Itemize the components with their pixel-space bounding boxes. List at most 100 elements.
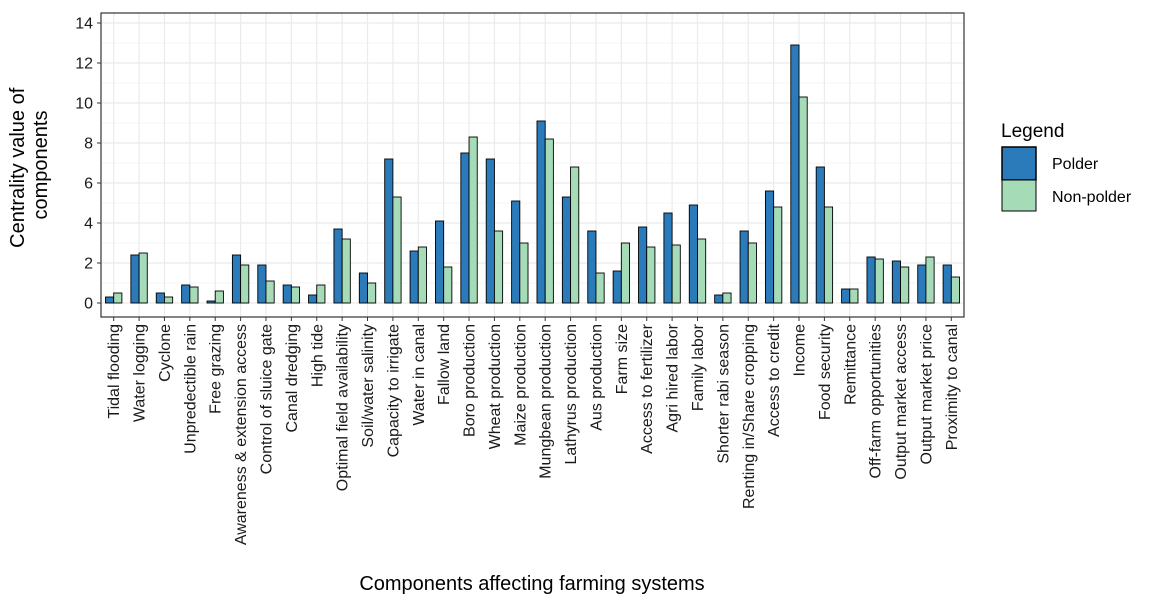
x-tick-label: Capacity to irrigate xyxy=(385,324,402,457)
bar-non-polder xyxy=(240,264,250,304)
bar-polder xyxy=(409,250,419,304)
x-tick-label: Canal dredging xyxy=(284,324,301,433)
y-axis: 0 2 4 6 8 10 12 14 xyxy=(75,16,101,313)
bar-non-polder xyxy=(570,166,580,304)
x-tick-label: Remittance xyxy=(842,324,859,405)
x-tick-label: Output market price xyxy=(918,324,935,465)
bar-polder xyxy=(231,254,242,304)
bar-polder xyxy=(612,270,622,304)
x-tick-label: Free grazing xyxy=(208,324,225,414)
bar-polder xyxy=(257,264,267,304)
y-axis-title: Centrality value of components xyxy=(7,82,52,248)
x-tick-label: Boro production xyxy=(462,324,479,437)
bar-polder xyxy=(105,296,115,304)
bar-non-polder xyxy=(290,286,301,304)
bar-non-polder xyxy=(468,136,478,304)
bar-non-polder xyxy=(823,206,834,304)
bar-non-polder xyxy=(367,282,377,304)
x-tick-label: Access to credit xyxy=(766,323,783,436)
bar-polder xyxy=(358,272,368,304)
y-tick-label: 0 xyxy=(84,296,93,313)
y-tick-label: 6 xyxy=(84,176,93,193)
bar-non-polder xyxy=(417,246,427,304)
bar-polder xyxy=(815,166,825,304)
bar-non-polder xyxy=(316,284,326,304)
x-tick-label: Access to fertilizer xyxy=(639,323,656,453)
x-tick-label: Aus production xyxy=(588,324,605,431)
x-tick-label: Maize production xyxy=(512,324,529,446)
x-tick-label: Optimal field availability xyxy=(335,324,352,491)
bar-polder xyxy=(688,204,698,304)
bar-polder xyxy=(282,284,292,304)
bar-polder xyxy=(714,294,724,304)
bar-polder xyxy=(333,228,343,304)
legend-label-non-polder: Non-polder xyxy=(1052,189,1132,206)
bar-polder xyxy=(663,212,673,304)
bar-non-polder xyxy=(773,206,783,304)
x-tick-label: Control of sluice gate xyxy=(258,324,275,474)
bar-polder xyxy=(739,230,749,304)
x-tick-label: Water in canal xyxy=(411,324,428,426)
x-tick-label: Lathyrus production xyxy=(563,324,580,465)
bar-non-polder xyxy=(443,266,453,304)
bar-non-polder xyxy=(138,252,148,304)
bar-non-polder xyxy=(697,238,707,304)
legend-label-polder: Polder xyxy=(1052,156,1099,173)
x-axis: Tidal flooding Water logging Cyclone Unpred… xyxy=(106,317,961,545)
bar-non-polder xyxy=(214,290,224,304)
x-tick-label: Income xyxy=(792,324,809,377)
y-tick-label: 14 xyxy=(75,16,93,33)
x-tick-label: Food security xyxy=(817,324,834,420)
grid-lines xyxy=(101,13,964,317)
bar-polder xyxy=(917,264,927,304)
bar-non-polder xyxy=(189,286,199,304)
bar-polder xyxy=(511,200,521,304)
x-tick-label: Water logging xyxy=(132,324,149,422)
bar-polder xyxy=(460,152,470,304)
x-tick-label: Family labor xyxy=(690,323,707,411)
x-tick-label: Agri hired labor xyxy=(665,323,682,432)
x-tick-label: Soil/water salinity xyxy=(360,324,377,448)
bar-polder xyxy=(206,300,216,304)
x-tick-label: Cyclone xyxy=(157,324,174,382)
y-tick-label: 2 xyxy=(84,256,93,273)
bar-non-polder xyxy=(747,242,757,304)
x-tick-label: Off-farm opportunities xyxy=(868,324,885,478)
bar-polder xyxy=(485,158,495,304)
bar-non-polder xyxy=(493,230,504,304)
x-tick-label: Fallow land xyxy=(436,324,453,405)
bar-polder xyxy=(866,256,876,304)
bar-non-polder xyxy=(900,266,910,304)
bar-polder xyxy=(790,44,800,304)
x-axis-title: Components affecting farming systems xyxy=(359,573,704,595)
y-axis-title-line-2: components xyxy=(30,111,52,220)
bar-non-polder xyxy=(265,280,275,304)
y-tick-label: 8 xyxy=(84,136,93,153)
legend-key-polder xyxy=(1001,146,1037,181)
bar-non-polder xyxy=(544,138,554,304)
bar-polder xyxy=(536,120,546,304)
bar-non-polder xyxy=(113,292,123,304)
bar-polder xyxy=(891,260,901,304)
bar-polder xyxy=(587,230,597,304)
x-tick-label: Proximity to canal xyxy=(944,324,961,450)
bar-polder xyxy=(181,284,191,304)
bar-non-polder xyxy=(595,272,605,304)
bar-non-polder xyxy=(392,196,402,304)
bar-non-polder xyxy=(950,276,960,304)
bar-polder xyxy=(384,158,394,304)
legend-title: Legend xyxy=(1001,121,1064,142)
bar-polder xyxy=(130,254,140,304)
bar-non-polder xyxy=(798,96,808,304)
x-tick-label: Shorter rabi season xyxy=(715,324,732,464)
bar-polder xyxy=(561,196,572,304)
bar-non-polder xyxy=(519,242,529,304)
y-tick-label: 10 xyxy=(75,96,93,113)
x-tick-label: Farm size xyxy=(614,324,631,394)
bar-non-polder xyxy=(849,288,859,304)
bar-non-polder xyxy=(620,242,630,304)
bar-polder xyxy=(155,292,165,304)
x-tick-label: Unpredectible rain xyxy=(182,324,199,454)
y-tick-label: 12 xyxy=(75,56,93,73)
